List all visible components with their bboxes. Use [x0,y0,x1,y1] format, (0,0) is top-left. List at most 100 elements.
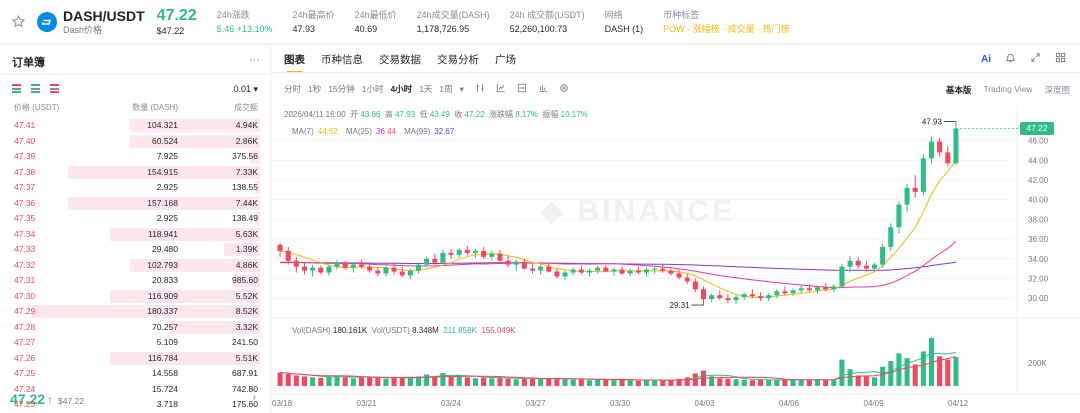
precision-select[interactable]: 0.01 ▾ [233,84,258,94]
chevron-right-icon[interactable]: › [252,392,256,403]
view-both-icon[interactable] [12,84,21,93]
timeframe-2[interactable]: 15分钟 [328,84,355,94]
order-book-row[interactable]: 47.25 14.558 687.91 [0,366,270,382]
pair-block[interactable]: DASH/USDT Dash价格 [63,8,145,36]
volume-bar [733,379,739,386]
row-total: 5.63K [235,228,258,239]
row-total: 241.50 [232,337,258,347]
row-qty: 180.337 [147,306,178,316]
tab-1[interactable]: 币种信息 [321,54,363,66]
stat-value: DASH (1) [604,23,644,34]
timeframe-more[interactable]: ▾ [459,83,464,94]
view-bids-icon[interactable] [31,84,40,93]
volume-bar [432,376,438,386]
expand-icon[interactable] [1030,52,1041,66]
ma-value: 44.52 [317,127,338,136]
layout-icon[interactable] [517,83,527,95]
candle-body [489,253,495,257]
order-book-row[interactable]: 47.37 2.925 138.55 [0,180,270,196]
volume-bar [481,377,487,386]
order-book-row[interactable]: 47.30 116.909 5.52K [0,289,270,305]
ma25-line [280,241,957,289]
indicators-icon[interactable] [496,83,506,95]
x-tick-label: 04/12 [948,399,969,408]
chart-settings-icon[interactable] [559,83,569,95]
candle-body [391,267,397,272]
order-book-row[interactable]: 47.34 118.941 5.63K [0,227,270,243]
candle-body [383,267,389,274]
row-total: 7.33K [235,166,258,177]
y-tick-label: 44.00 [1028,156,1049,165]
ai-icon[interactable]: Ai [981,53,991,65]
row-qty: 3.718 [156,399,178,409]
order-book-row[interactable]: 47.26 116.784 5.51K [0,351,270,367]
order-book-last-price[interactable]: 47.22 ↑ $47.22 [10,391,84,407]
order-book-row[interactable]: 47.36 157.168 7.44K [0,196,270,212]
volume-bar [684,377,690,386]
order-book-row[interactable]: 47.41 104.321 4.94K [0,118,270,134]
tab-4[interactable]: 广场 [495,54,516,66]
volume-bar [847,369,853,386]
current-price-tag: 47.22 [1020,122,1054,136]
layout-grid-icon[interactable] [1055,52,1066,66]
volume-bar [440,373,446,386]
candle-body [806,288,812,291]
timeframe-6[interactable]: 1周 [439,84,453,94]
timeframe-4[interactable]: 4小时 [390,84,413,94]
row-qty: 102.793 [147,259,178,270]
stat-2: 24h最低价 40.69 [355,8,397,36]
candlestick-chart[interactable]: 46.00 44.00 42.00 40.00 38.00 36.00 34.00 32.00… [272,46,1080,413]
tab-2[interactable]: 交易数据 [379,54,421,66]
volume-bar [635,380,641,386]
timeframe-3[interactable]: 1小时 [361,84,384,94]
stat-label: 网络 [604,9,623,20]
view-1[interactable]: Trading View [983,84,1033,94]
row-price: 47.41 [14,120,36,130]
order-book-row[interactable]: 47.38 154.915 7.33K [0,165,270,181]
depth-bar [168,320,260,334]
candle-body [839,266,845,287]
order-book-row[interactable]: 47.28 70.257 3.32K [0,320,270,336]
timeframe-5[interactable]: 1天 [419,84,433,94]
volume-bar [342,377,348,386]
candle-body [749,294,755,297]
high-label: 高 [384,110,393,119]
candle-settings-icon[interactable] [475,83,485,95]
order-book-row[interactable]: 47.23 3.718 175.60 [0,397,270,413]
order-book-row[interactable]: 47.31 20.833 985.60 [0,273,270,289]
row-total: 985.60 [232,275,258,285]
favorite-star-icon[interactable] [7,11,29,33]
depth-icon[interactable] [538,83,548,95]
view-asks-icon[interactable] [50,84,59,93]
chart-panel: 图表 币种信息 交易数据 交易分析 广场 Ai 分时 1秒 15分钟 1小时 4小时 1天 1周 ▾ [272,46,1080,413]
x-tick-label: 04/06 [779,399,800,408]
row-total: 138.49 [232,213,258,223]
order-book-row[interactable]: 47.35 2.925 138.49 [0,211,270,227]
volume-bar [334,375,340,386]
order-book-row[interactable]: 47.40 60.524 2.86K [0,134,270,150]
view-2[interactable]: 深度图 [1044,85,1070,95]
order-book-row[interactable]: 47.27 5.109 241.50 [0,335,270,351]
order-book-row[interactable]: 47.32 102.793 4.86K [0,258,270,274]
volume-bar [806,380,812,386]
depth-bar [68,165,260,179]
timeframe-0[interactable]: 分时 [284,84,302,94]
order-book-more-icon[interactable]: ··· [249,54,260,66]
vol-value: 180.161K [332,326,368,335]
order-book-row[interactable]: 47.39 7.925 375.56 [0,149,270,165]
view-0[interactable]: 基本版 [945,85,972,95]
candle-body [733,297,739,301]
tab-3[interactable]: 交易分析 [437,54,479,66]
header-price: 47.22 $47.22 [157,7,197,37]
order-book-row[interactable]: 47.24 15.724 742.80 [0,382,270,398]
ma7-line [280,160,957,298]
order-book-row[interactable]: 47.33 29.480 1.39K [0,242,270,258]
candle-body [586,270,593,273]
bell-icon[interactable] [1005,52,1016,66]
candle-body [717,295,723,299]
timeframe-bar: 分时 1秒 15分钟 1小时 4小时 1天 1周 ▾ [284,83,569,95]
order-book-row[interactable]: 47.29 180.337 8.52K [0,304,270,320]
row-total: 375.56 [232,151,258,161]
col-price: 价格 (USDT) [14,103,60,112]
timeframe-1[interactable]: 1秒 [308,84,322,94]
